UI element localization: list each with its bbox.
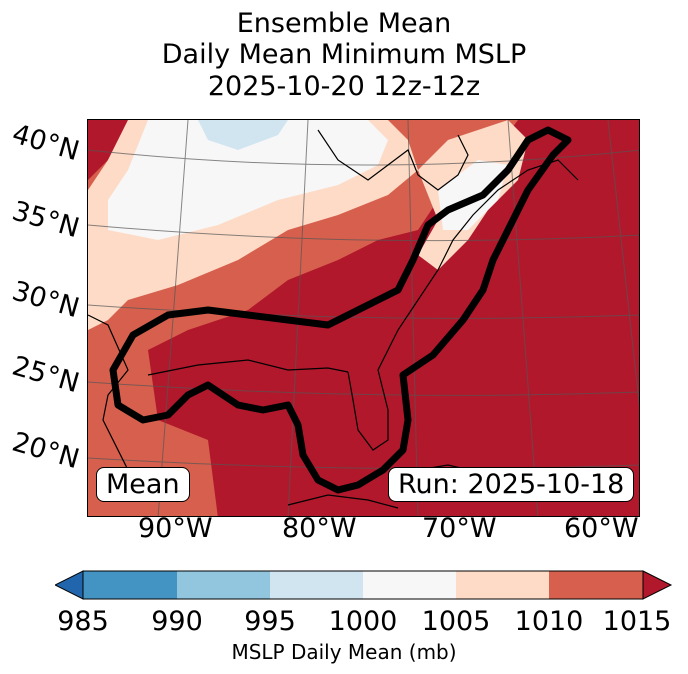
field-1000-1005 [108, 120, 508, 240]
lat-label-30: 30°N [8, 275, 83, 325]
lat-label-35: 35°N [8, 195, 83, 245]
colorbar-tick-1005: 1005 [421, 606, 491, 637]
colorbar-extend-low [55, 570, 84, 600]
colorbar-frame [82, 570, 644, 600]
lon-label-70w: 70°W [422, 513, 497, 544]
lat-label-40: 40°N [8, 118, 83, 168]
mean-label-box: Mean [96, 467, 190, 502]
colorbar-extend-high [642, 570, 673, 600]
colorbar-bin-1010-1015 [549, 571, 643, 599]
lon-label-60w: 60°W [564, 513, 639, 544]
colorbar-label: MSLP Daily Mean (mb) [231, 640, 457, 664]
colorbar-tick-995: 995 [244, 606, 296, 637]
colorbar-tick-985: 985 [57, 606, 109, 637]
lat-label-20: 20°N [8, 426, 83, 476]
contour-outline [109, 126, 572, 494]
lon-label-80w: 80°W [282, 513, 357, 544]
colorbar [55, 570, 673, 600]
lon-label-90w: 90°W [138, 513, 213, 544]
title-line-1: Ensemble Mean [236, 8, 452, 39]
title-line-2: Daily Mean Minimum MSLP [161, 39, 527, 70]
colorbar-bin-985-990 [83, 571, 177, 599]
field-lt-1000 [198, 120, 288, 150]
title-line-3: 2025-10-20 12z-12z [207, 71, 481, 102]
map-panel [87, 119, 640, 517]
field-gt-1015 [88, 120, 639, 516]
run-label-box: Run: 2025-10-18 [388, 467, 635, 502]
colorbar-bin-1000-1005 [363, 571, 456, 599]
colorbar-tick-1015: 1015 [602, 606, 672, 637]
colorbar-bin-995-1000 [270, 571, 363, 599]
colorbar-bin-990-995 [177, 571, 270, 599]
colorbar-bin-1005-1010 [456, 571, 549, 599]
colorbar-tick-1000: 1000 [328, 606, 398, 637]
colorbar-tick-990: 990 [151, 606, 203, 637]
colorbar-tick-1010: 1010 [514, 606, 584, 637]
lat-label-25: 25°N [8, 350, 83, 400]
mslp-map [88, 120, 639, 516]
